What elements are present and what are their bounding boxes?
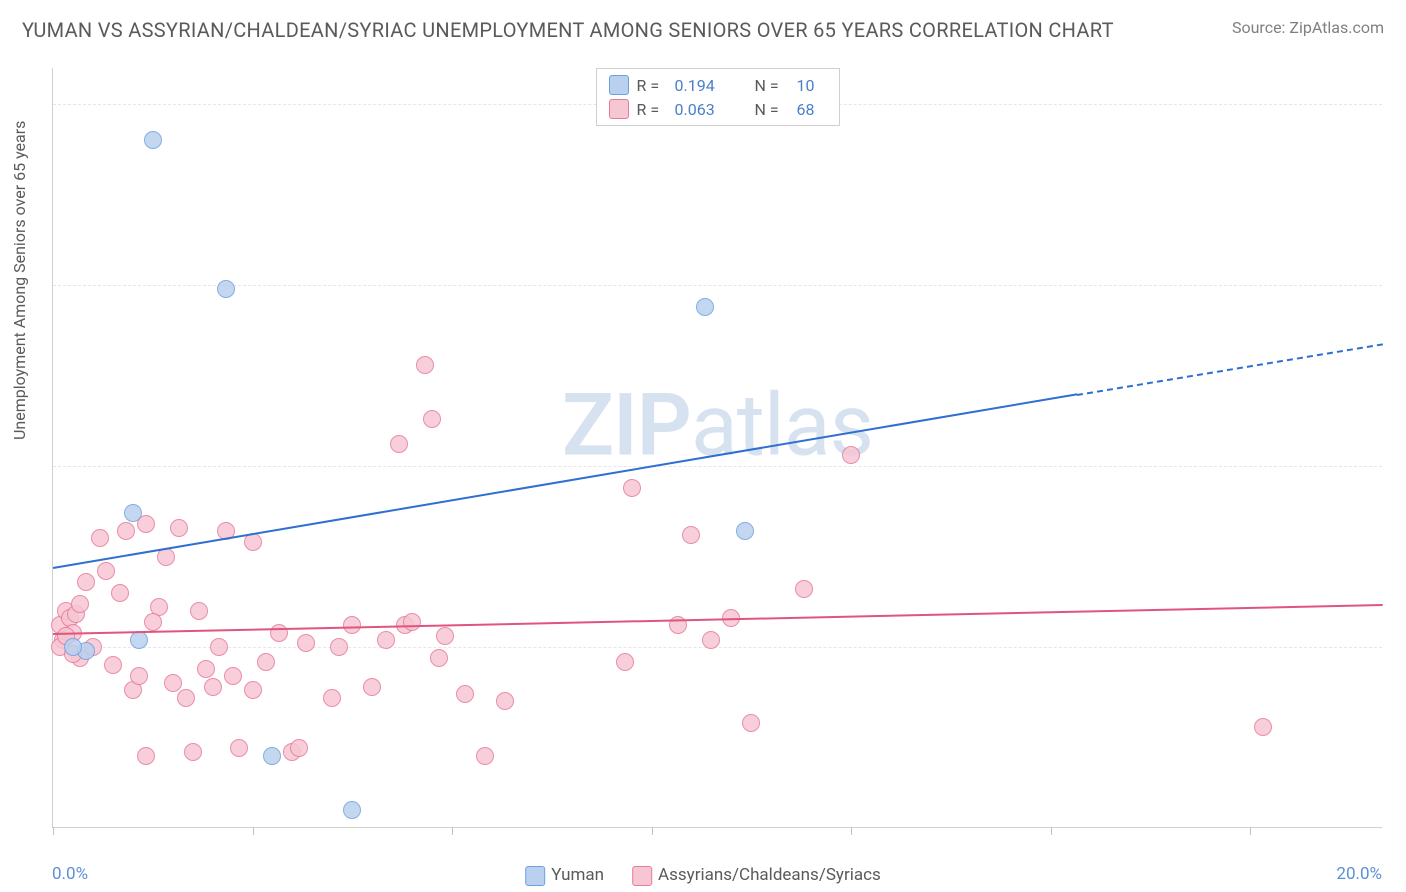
n-value-yuman: 10 (797, 76, 827, 95)
data-point (682, 526, 700, 544)
data-point (403, 613, 421, 631)
data-point (496, 692, 514, 710)
data-point (270, 624, 288, 642)
data-point (137, 747, 155, 765)
data-point (736, 522, 754, 540)
x-axis-max-label: 20.0% (1336, 864, 1382, 884)
data-point (224, 667, 242, 685)
data-point (323, 689, 341, 707)
data-point (623, 479, 641, 497)
y-tick-label: 10.0% (1392, 456, 1406, 476)
data-point (1254, 718, 1272, 736)
x-axis-min-label: 0.0% (52, 864, 88, 884)
data-point (702, 631, 720, 649)
data-point (144, 131, 162, 149)
data-point (170, 519, 188, 537)
chart-title: YUMAN VS ASSYRIAN/CHALDEAN/SYRIAC UNEMPL… (22, 18, 1114, 42)
data-point (297, 634, 315, 652)
data-point (184, 743, 202, 761)
series-legend: Yuman Assyrians/Chaldeans/Syriacs (525, 865, 881, 886)
data-point (164, 674, 182, 692)
data-point (330, 638, 348, 656)
data-point (244, 681, 262, 699)
data-point (64, 638, 82, 656)
trend-line (53, 604, 1383, 635)
data-point (616, 653, 634, 671)
chart-source: Source: ZipAtlas.com (1232, 18, 1384, 37)
data-point (230, 739, 248, 757)
data-point (124, 504, 142, 522)
y-tick-label: 15.0% (1392, 275, 1406, 295)
data-point (130, 667, 148, 685)
data-point (144, 613, 162, 631)
data-point (190, 602, 208, 620)
data-point (104, 656, 122, 674)
data-point (795, 580, 813, 598)
data-point (476, 747, 494, 765)
correlation-legend: R = 0.194 N = 10 R = 0.063 N = 68 (596, 68, 840, 126)
n-value-assyrian: 68 (797, 100, 827, 119)
y-axis-title: Unemployment Among Seniors over 65 years (10, 121, 29, 440)
trend-line (1077, 343, 1383, 396)
data-point (263, 747, 281, 765)
data-point (436, 627, 454, 645)
data-point (217, 280, 235, 298)
data-point (343, 801, 361, 819)
r-value-assyrian: 0.063 (675, 100, 747, 119)
trend-line (53, 394, 1077, 570)
data-point (423, 410, 441, 428)
data-point (97, 562, 115, 580)
legend-item-yuman: Yuman (525, 865, 604, 886)
legend-swatch-yuman (609, 75, 629, 95)
data-point (204, 678, 222, 696)
data-point (130, 631, 148, 649)
data-point (842, 446, 860, 464)
data-point (71, 595, 89, 613)
legend-swatch-assyrian (609, 99, 629, 119)
data-point (197, 660, 215, 678)
data-point (363, 678, 381, 696)
data-point (177, 689, 195, 707)
legend-item-assyrian: Assyrians/Chaldeans/Syriacs (632, 865, 881, 886)
scatter-plot: ZIPatlas R = 0.194 N = 10 R = 0.063 N = … (52, 68, 1382, 828)
data-point (430, 649, 448, 667)
data-point (416, 356, 434, 374)
data-point (456, 685, 474, 703)
data-point (91, 529, 109, 547)
data-point (377, 631, 395, 649)
data-point (390, 435, 408, 453)
data-point (742, 714, 760, 732)
r-value-yuman: 0.194 (675, 76, 747, 95)
data-point (290, 739, 308, 757)
data-point (210, 638, 228, 656)
data-point (117, 522, 135, 540)
data-point (77, 573, 95, 591)
y-tick-label: 20.0% (1392, 94, 1406, 114)
data-point (111, 584, 129, 602)
y-tick-label: 5.0% (1392, 637, 1406, 657)
data-point (696, 298, 714, 316)
watermark: ZIPatlas (562, 374, 873, 475)
data-point (257, 653, 275, 671)
